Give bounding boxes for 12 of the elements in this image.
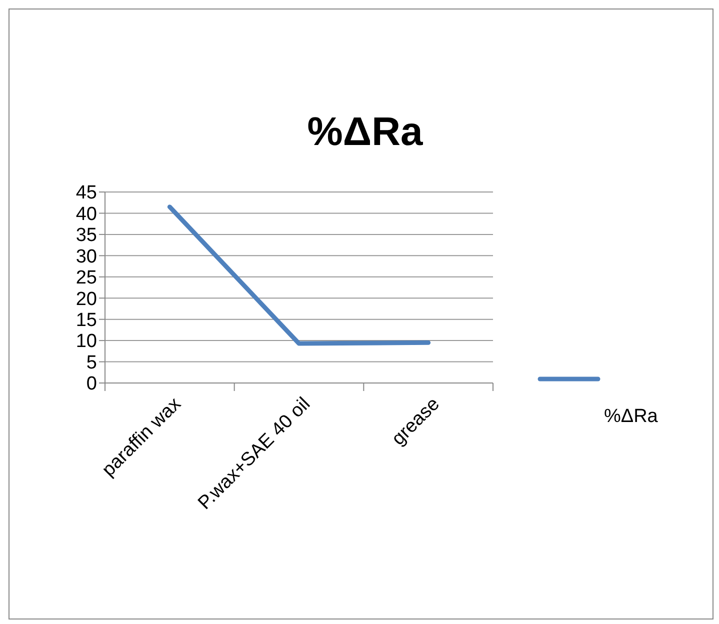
y-tick-label: 15 — [76, 310, 97, 331]
text: %ΔRa — [604, 406, 658, 427]
y-tick-label: 10 — [76, 331, 97, 352]
chart-title: %ΔRa — [307, 110, 424, 154]
y-tick-label: 35 — [76, 225, 97, 246]
y-tick-label: 45 — [76, 182, 97, 204]
y-tick-label: 0 — [86, 374, 97, 395]
y-tick-label: 25 — [76, 268, 97, 289]
y-tick-label: 40 — [76, 204, 97, 225]
y-tick-label: 20 — [76, 288, 97, 310]
y-tick-label: 5 — [86, 352, 97, 374]
y-tick-label: 30 — [76, 246, 97, 268]
